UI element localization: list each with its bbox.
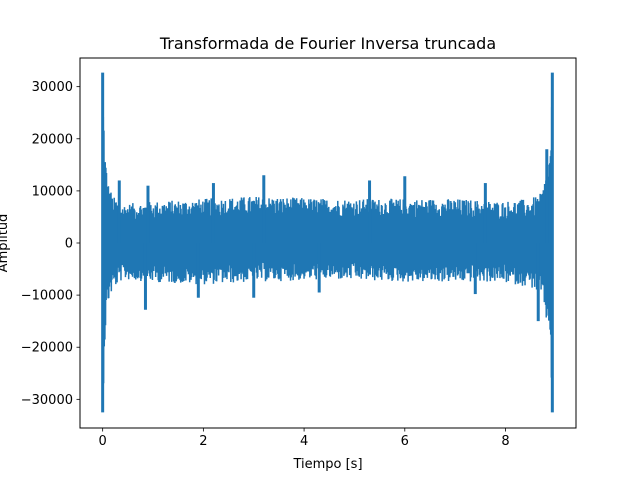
y-tick-label: −30000 <box>21 393 73 408</box>
x-tick-label: 2 <box>199 434 207 449</box>
y-tick-label: −20000 <box>21 341 73 356</box>
y-axis-ticks: −30000 −20000 −10000 0 10000 20000 30000 <box>21 80 80 408</box>
y-tick-label: 0 <box>65 237 73 252</box>
chart-title: Transformada de Fourier Inversa truncada <box>159 34 496 53</box>
x-tick-label: 0 <box>99 434 107 449</box>
y-tick-label: 30000 <box>32 80 73 95</box>
x-tick-label: 8 <box>501 434 509 449</box>
plot-area <box>79 57 577 429</box>
x-axis-ticks: 0 2 4 6 8 <box>99 428 510 449</box>
x-tick-label: 6 <box>401 434 409 449</box>
y-axis-label: Amplitud <box>0 214 11 273</box>
x-tick-label: 4 <box>300 434 308 449</box>
signal-line <box>101 89 554 387</box>
series-layer <box>101 72 554 413</box>
y-tick-label: −10000 <box>21 289 73 304</box>
y-tick-label: 20000 <box>32 132 73 147</box>
x-axis-label: Tiempo [s] <box>292 457 362 472</box>
y-tick-label: 10000 <box>32 184 73 199</box>
